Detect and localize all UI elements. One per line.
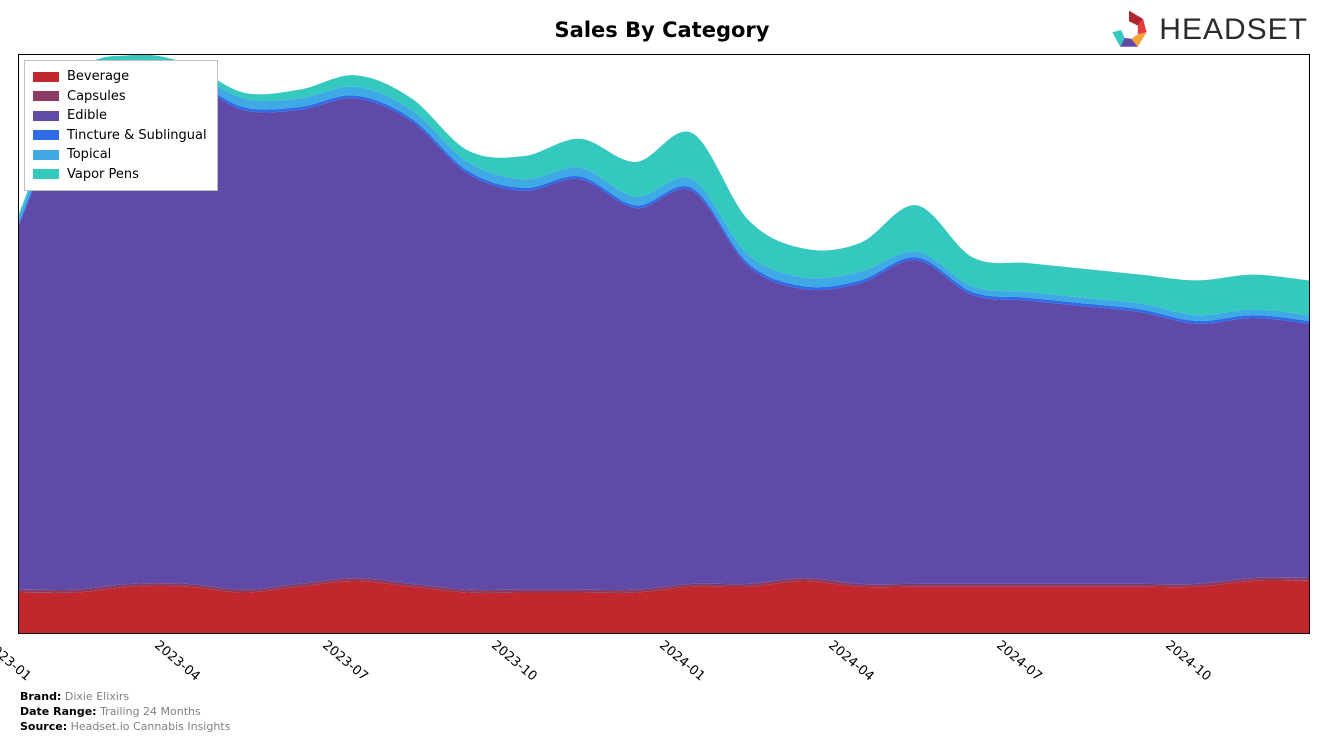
x-tick-label: 2023-07 (319, 638, 370, 684)
legend-label: Vapor Pens (67, 165, 139, 185)
legend-label: Edible (67, 106, 107, 126)
page-root: { "canvas": { "width": 1324, "height": 7… (0, 0, 1324, 741)
legend-item: Beverage (33, 67, 207, 87)
legend-label: Capsules (67, 87, 126, 107)
chart-legend: Beverage Capsules Edible Tincture & Subl… (24, 60, 218, 191)
legend-label: Topical (67, 145, 111, 165)
legend-item: Capsules (33, 87, 207, 107)
x-tick-label: 2024-04 (825, 638, 876, 684)
meta-row: Source: Headset.io Cannabis Insights (20, 720, 230, 735)
headset-logo-icon (1107, 8, 1151, 52)
legend-label: Beverage (67, 67, 129, 87)
x-tick-label: 2023-01 (0, 638, 34, 684)
meta-key: Date Range: (20, 705, 97, 718)
meta-key: Brand: (20, 690, 61, 703)
x-tick-label: 2024-01 (657, 638, 708, 684)
meta-row: Date Range: Trailing 24 Months (20, 705, 230, 720)
legend-item: Edible (33, 106, 207, 126)
brand-logo: HEADSET (1107, 8, 1308, 52)
legend-swatch (33, 72, 59, 82)
x-axis-tick-layer: 2023-012023-042023-072023-102024-012024-… (18, 638, 1310, 698)
meta-key: Source: (20, 720, 67, 733)
x-tick-label: 2023-10 (488, 638, 539, 684)
legend-item: Vapor Pens (33, 165, 207, 185)
legend-swatch (33, 111, 59, 121)
meta-row: Brand: Dixie Elixirs (20, 690, 230, 705)
legend-item: Topical (33, 145, 207, 165)
legend-item: Tincture & Sublingual (33, 126, 207, 146)
chart-metadata: Brand: Dixie Elixirs Date Range: Trailin… (20, 690, 230, 735)
x-tick-label: 2024-07 (994, 638, 1045, 684)
legend-swatch (33, 91, 59, 101)
x-tick-label: 2024-10 (1162, 638, 1213, 684)
brand-logo-text: HEADSET (1159, 13, 1308, 47)
meta-value: Headset.io Cannabis Insights (71, 720, 231, 733)
legend-swatch (33, 169, 59, 179)
legend-swatch (33, 130, 59, 140)
meta-value: Dixie Elixirs (65, 690, 129, 703)
x-tick-label: 2023-04 (151, 638, 202, 684)
meta-value: Trailing 24 Months (100, 705, 201, 718)
legend-label: Tincture & Sublingual (67, 126, 207, 146)
legend-swatch (33, 150, 59, 160)
